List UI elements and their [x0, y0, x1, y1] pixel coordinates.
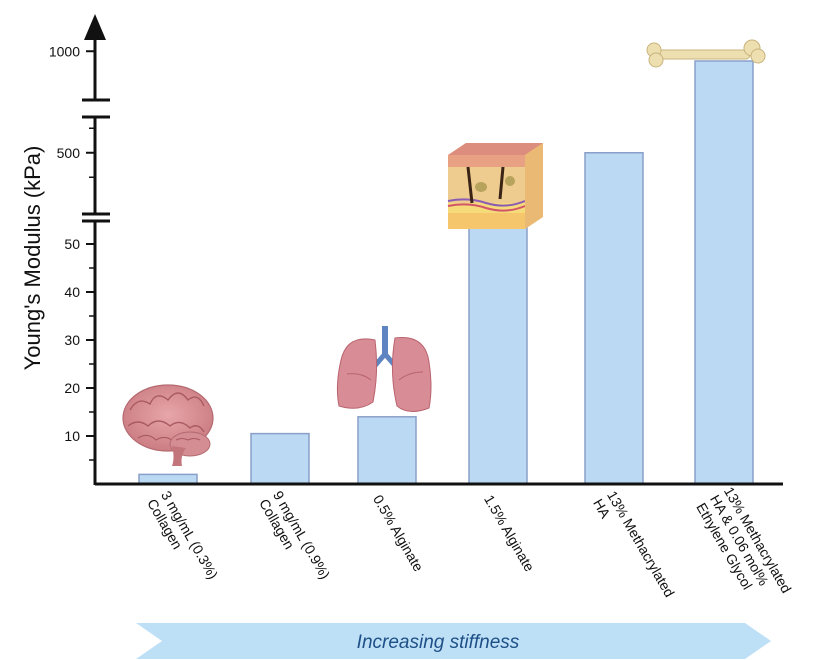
- category-label: 9 mg/mL (0.9%)Collagen: [256, 488, 333, 590]
- y-tick-label: 20: [64, 380, 80, 396]
- category-label: 13% MethacrylatedHA: [590, 488, 678, 608]
- y-tick-label: 10: [64, 428, 80, 444]
- bar: [250, 432, 310, 485]
- bar: [468, 219, 528, 485]
- banner-text: Increasing stiffness: [357, 632, 520, 653]
- category-label: 13% MethacrylatedHA & 0.06 mol%Ethylene …: [693, 484, 794, 612]
- y-tick-label: 1000: [49, 43, 80, 59]
- category-label: 3 mg/mL (0.3%)Collagen: [144, 488, 221, 590]
- bar: [357, 416, 417, 485]
- bar: [584, 152, 644, 485]
- category-label: 0.5% Alginate: [370, 492, 427, 574]
- category-labels: 3 mg/mL (0.3%)Collagen 9 mg/mL (0.9%)Coll…: [144, 484, 795, 612]
- bars-group: [138, 60, 754, 485]
- y-tick-label: 50: [64, 236, 80, 252]
- banner-arrow: [136, 623, 771, 659]
- y-tick-label: 30: [64, 332, 80, 348]
- lungs-icon: [336, 326, 432, 412]
- y-axis: 10 20 30 40 50 500 1000: [49, 14, 110, 485]
- y-tick-label: 500: [57, 145, 81, 161]
- y-tick-label: 40: [64, 284, 80, 300]
- bar: [694, 60, 754, 485]
- stiffness-banner: Increasing stiffness: [136, 623, 771, 659]
- skin-icon: [447, 143, 543, 229]
- category-label: 1.5% Alginate: [481, 492, 538, 574]
- bone-icon: [646, 39, 766, 68]
- brain-icon: [122, 384, 214, 466]
- y-axis-label: Young's Modulus (kPa): [20, 146, 45, 371]
- y-axis-arrowhead: [84, 14, 106, 40]
